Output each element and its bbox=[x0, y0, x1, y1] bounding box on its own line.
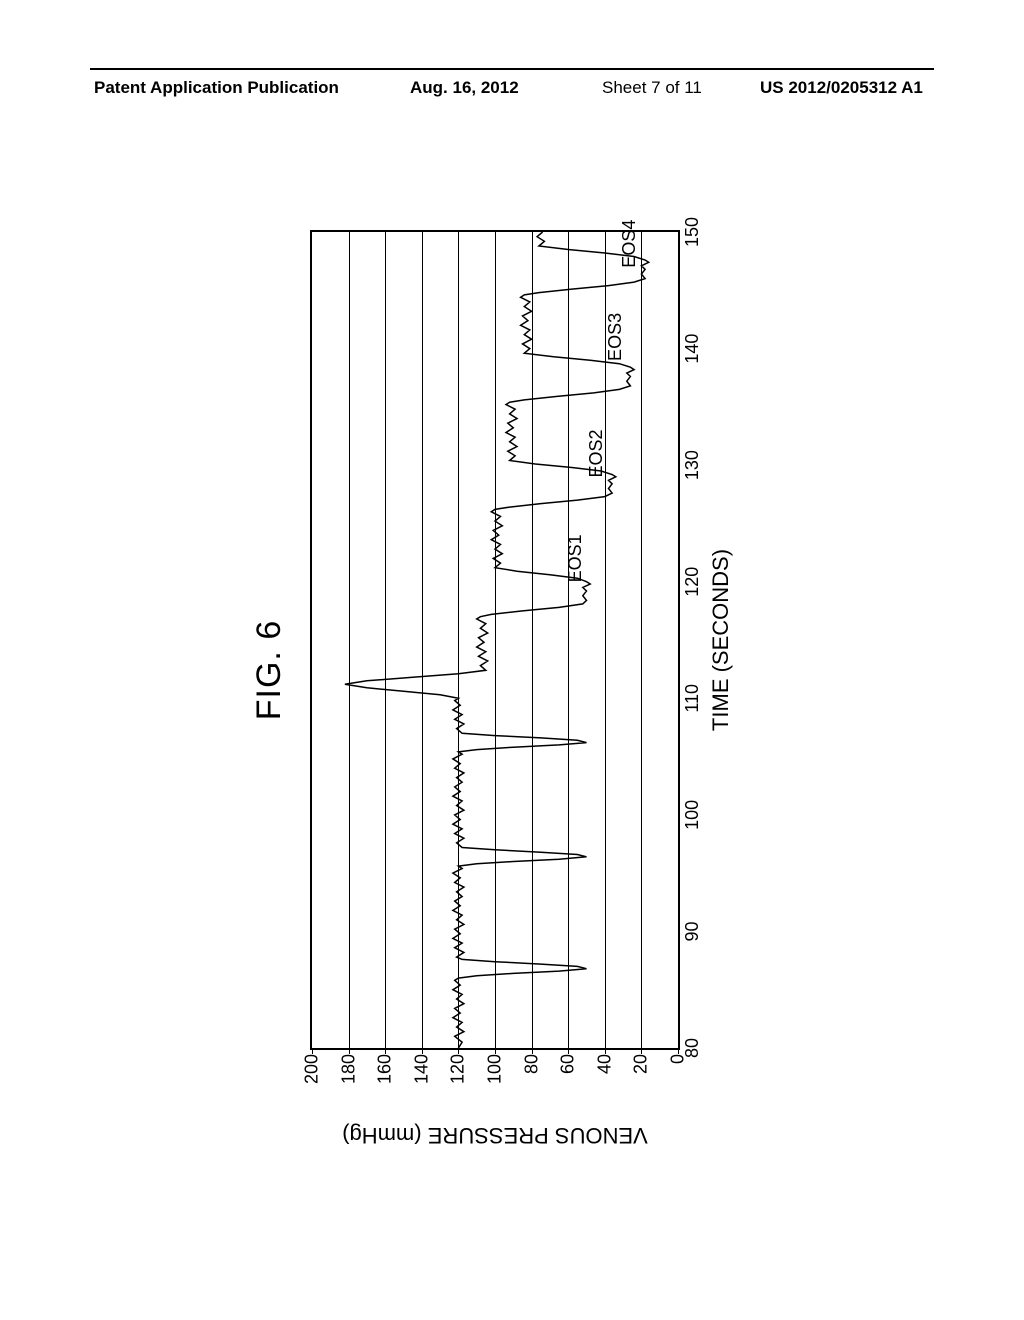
y-tick-label: 60 bbox=[558, 1054, 579, 1074]
x-tick-label: 120 bbox=[682, 567, 703, 597]
figure-canvas: FIG. 6 VENOUS PRESSURE (mmHg) 0204060801… bbox=[256, 170, 786, 1170]
gridline-horizontal bbox=[458, 232, 459, 1048]
y-tick-mark bbox=[641, 1048, 642, 1054]
publication-date: Aug. 16, 2012 bbox=[410, 78, 519, 98]
chart-plot-area: 0204060801001201401601802008090100110120… bbox=[310, 230, 680, 1050]
y-tick-mark bbox=[568, 1048, 569, 1054]
gridline-horizontal bbox=[641, 232, 642, 1048]
y-tick-mark bbox=[458, 1048, 459, 1054]
y-axis-label: VENOUS PRESSURE (mmHg) bbox=[310, 1122, 680, 1148]
x-tick-label: 80 bbox=[682, 1038, 703, 1058]
annotation-label: EOS1 bbox=[565, 534, 586, 582]
y-tick-label: 80 bbox=[521, 1054, 542, 1074]
y-tick-mark bbox=[422, 1048, 423, 1054]
page: Patent Application Publication Aug. 16, … bbox=[0, 0, 1024, 1320]
x-tick-label: 150 bbox=[682, 217, 703, 247]
figure-title: FIG. 6 bbox=[250, 170, 289, 1170]
gridline-horizontal bbox=[495, 232, 496, 1048]
pressure-trace bbox=[345, 232, 649, 1048]
y-tick-label: 200 bbox=[302, 1054, 323, 1084]
y-tick-label: 160 bbox=[375, 1054, 396, 1084]
x-tick-label: 110 bbox=[682, 684, 703, 713]
y-tick-mark bbox=[312, 1048, 313, 1054]
gridline-horizontal bbox=[385, 232, 386, 1048]
gridline-horizontal bbox=[568, 232, 569, 1048]
x-axis-label: TIME (SECONDS) bbox=[708, 230, 734, 1050]
y-tick-mark bbox=[495, 1048, 496, 1054]
annotation-label: EOS3 bbox=[605, 313, 626, 361]
gridline-horizontal bbox=[349, 232, 350, 1048]
y-tick-label: 120 bbox=[448, 1054, 469, 1084]
y-tick-label: 180 bbox=[338, 1054, 359, 1084]
y-tick-label: 20 bbox=[631, 1054, 652, 1074]
gridline-horizontal bbox=[532, 232, 533, 1048]
gridline-horizontal bbox=[422, 232, 423, 1048]
y-tick-mark bbox=[605, 1048, 606, 1054]
y-tick-label: 100 bbox=[485, 1054, 506, 1084]
y-tick-mark bbox=[678, 1048, 679, 1054]
page-header: Patent Application Publication Aug. 16, … bbox=[0, 40, 1024, 80]
figure-rotated-container: FIG. 6 VENOUS PRESSURE (mmHg) 0204060801… bbox=[21, 405, 1021, 935]
annotation-label: EOS2 bbox=[586, 429, 607, 477]
annotation-label: EOS4 bbox=[619, 220, 640, 268]
y-tick-mark bbox=[532, 1048, 533, 1054]
y-tick-label: 40 bbox=[594, 1054, 615, 1074]
x-tick-label: 140 bbox=[682, 334, 703, 364]
publication-number: US 2012/0205312 A1 bbox=[760, 78, 923, 98]
x-tick-label: 100 bbox=[682, 800, 703, 830]
y-tick-label: 140 bbox=[411, 1054, 432, 1084]
sheet-number: Sheet 7 of 11 bbox=[602, 78, 702, 98]
y-tick-mark bbox=[349, 1048, 350, 1054]
x-tick-label: 90 bbox=[682, 921, 703, 941]
header-rule bbox=[90, 68, 934, 70]
x-tick-label: 130 bbox=[682, 450, 703, 480]
publication-type: Patent Application Publication bbox=[94, 78, 339, 98]
y-tick-mark bbox=[385, 1048, 386, 1054]
